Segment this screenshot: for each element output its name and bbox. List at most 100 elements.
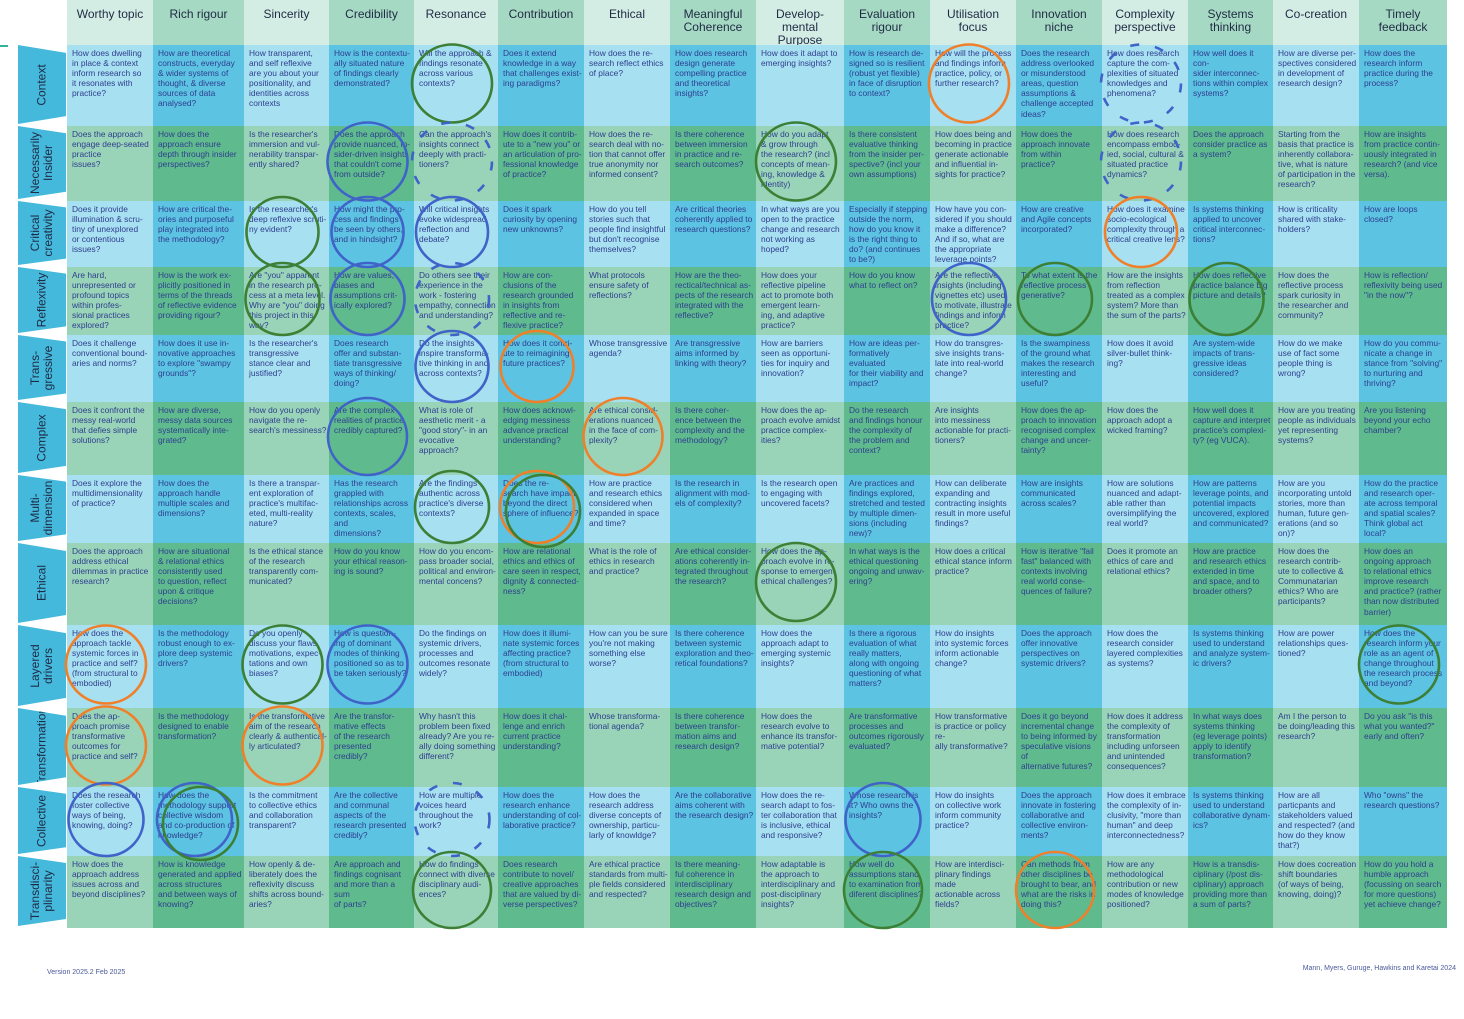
criteria-question: Does the approach address ethical dilemm… — [72, 546, 149, 587]
criteria-question: Is the researcher's deep reflexive scrut… — [249, 204, 327, 235]
criteria-question: How are insights communicated across sca… — [1021, 478, 1083, 509]
criteria-cell-trans-gressive-complexity-perspective: How does it avoid silver-bullet think- i… — [1102, 335, 1188, 402]
criteria-question: How is a transdis- ciplinary (/post dis-… — [1193, 859, 1268, 910]
criteria-question: Does research offer and substan- tiate t… — [334, 338, 402, 389]
criteria-question: Will the approach & findings resonate ac… — [419, 48, 492, 89]
criteria-question: Are hard, unrepresented or profound topi… — [72, 270, 136, 331]
criteria-question: Is there coherence between immersion in … — [675, 129, 748, 170]
criteria-cell-reflexivity-complexity-perspective: How are the insights from reflection tre… — [1102, 267, 1188, 335]
criteria-question: How does it avoid silver-bullet think- i… — [1107, 338, 1174, 369]
criteria-question: Does it explore the multidimensionality … — [72, 478, 143, 509]
criteria-question: Are the transfor- mative effects of the … — [334, 711, 395, 762]
criteria-cell-trans-gressive-timely-feedback: How do you commu- nicate a change in sta… — [1359, 335, 1447, 402]
criteria-question: How do you know what to reflect on? — [849, 270, 918, 291]
column-header-sincerity: Sincerity — [244, 0, 329, 45]
criteria-question: Are critical theories coherently applied… — [675, 204, 753, 235]
criteria-cell-ethical-timely-feedback: How does an ongoing approach to relation… — [1359, 543, 1447, 625]
criteria-question: Is there coher- ence between the complex… — [675, 405, 745, 446]
criteria-question: How is research de- signed so is resilie… — [849, 48, 925, 99]
row-header-label: Critical creativity — [28, 209, 55, 257]
column-header-label: Contribution — [508, 7, 574, 21]
criteria-question: Who "owns" the research questions? — [1364, 790, 1440, 811]
criteria-question: Is there meaning- ful coherence in inter… — [675, 859, 751, 910]
row-header-label: Necessarily Insider — [28, 131, 55, 194]
row-header-label: Layered drivers — [28, 643, 55, 688]
row-header-complex: Complex — [18, 402, 66, 473]
criteria-cell-transformation-credibility: Are the transfor- mative effects of the … — [329, 708, 414, 787]
criteria-cell-critical-creativity-timely-feedback: How are loops closed? — [1359, 201, 1447, 267]
criteria-question: How do you encom- pass broader social, p… — [419, 546, 496, 587]
criteria-cell-trans-gressive-develop-mental-purpose: How are barriers seen as opportuni- ties… — [756, 335, 844, 402]
criteria-cell-layered-drivers-timely-feedback: How does the research inform your role a… — [1359, 625, 1447, 708]
criteria-question: How does the research consider layered c… — [1107, 628, 1183, 669]
criteria-question: How does it address the complexity of tr… — [1107, 711, 1183, 772]
criteria-question: How are patterns leverage points, and po… — [1193, 478, 1269, 529]
criteria-cell-multi-dimension-worthy-topic: Does it explore the multidimensionality … — [67, 475, 153, 543]
column-header-label: Rich rigour — [169, 7, 228, 21]
criteria-cell-complex-credibility: Are the complex realities of practice cr… — [329, 402, 414, 475]
row-header-reflexivity: Reflexivity — [18, 267, 66, 333]
criteria-cell-multi-dimension-ethical: How are practice and research ethics con… — [584, 475, 670, 543]
criteria-cell-ethical-utilisation-focus: How does a critical ethical stance infor… — [930, 543, 1016, 625]
criteria-cell-necessarily-insider-co-creation: Starting from the basis that practice is… — [1273, 126, 1359, 201]
criteria-question: Are transgressive aims informed by linki… — [675, 338, 747, 369]
criteria-question: Does it promote an ethics of care and re… — [1107, 546, 1178, 577]
criteria-question: How are creative and Agile concepts inco… — [1021, 204, 1092, 235]
criteria-cell-trans-gressive-co-creation: How do we make use of fact some people t… — [1273, 335, 1359, 402]
criteria-question: How are relational ethics and ethics of … — [503, 546, 581, 597]
criteria-cell-collective-contribution: How does the research enhance understand… — [498, 787, 584, 856]
criteria-cell-context-meaningful-coherence: How does research design generate compel… — [670, 45, 756, 126]
row-header-label: Reflexivity — [34, 272, 49, 328]
criteria-question: Is systems thinking used to understand c… — [1193, 790, 1271, 831]
criteria-cell-collective-timely-feedback: Who "owns" the research questions? — [1359, 787, 1447, 856]
criteria-question: How do transgres- sive insights trans- l… — [935, 338, 1005, 379]
criteria-cell-reflexivity-resonance: Do others see their experience in the wo… — [414, 267, 498, 335]
criteria-question: Is the ethical stance of the research tr… — [249, 546, 324, 587]
criteria-cell-context-innovation-niche: Does the research address overlooked or … — [1016, 45, 1102, 126]
criteria-question: Can the approach's insights connect deep… — [419, 129, 492, 170]
criteria-cell-complex-systems-thinking: How well does it capture and interpret p… — [1188, 402, 1273, 475]
criteria-question: How does the re- search adapt to fos- te… — [761, 790, 837, 841]
criteria-question: How does your reflective pipeline act to… — [761, 270, 834, 331]
criteria-question: How do we make use of fact some people t… — [1278, 338, 1343, 379]
criteria-cell-layered-drivers-co-creation: How are power relationships ques- tioned… — [1273, 625, 1359, 708]
criteria-question: How can deliberate expanding and contrac… — [935, 478, 1011, 529]
criteria-question: How does it use in- novative approaches … — [158, 338, 236, 379]
criteria-question: Is systems thinking used to understand a… — [1193, 628, 1270, 669]
criteria-cell-necessarily-insider-credibility: Does the approach provide nuanced, in- s… — [329, 126, 414, 201]
criteria-question: Does the approach offer innovative persp… — [1021, 628, 1092, 669]
criteria-cell-ethical-co-creation: How does the research contrib- ute to co… — [1273, 543, 1359, 625]
criteria-question: How does the ap- proach evolve amidst pr… — [761, 405, 841, 446]
criteria-cell-reflexivity-timely-feedback: How is reflection/ reflexivity being use… — [1359, 267, 1447, 335]
criteria-question: How does acknowl- edging messiness advan… — [503, 405, 576, 446]
criteria-question: How can you be sure you're not making so… — [589, 628, 668, 669]
criteria-cell-complex-timely-feedback: Are you listening beyond your echo chamb… — [1359, 402, 1447, 475]
criteria-question: Are ethical consider- ations coherently … — [675, 546, 752, 587]
criteria-cell-trans-gressive-credibility: Does research offer and substan- tiate t… — [329, 335, 414, 402]
criteria-question: How does it contrib- ute to a "new you" … — [503, 129, 582, 180]
criteria-cell-transdisci-plinarity-rich-rigour: How is knowledge generated and applied a… — [153, 856, 244, 928]
criteria-question: How does the re- search reflect ethics o… — [589, 48, 664, 79]
criteria-cell-reflexivity-meaningful-coherence: How are the theo- rectical/technical as-… — [670, 267, 756, 335]
column-header-complexity-perspective: Complexity perspective — [1102, 0, 1188, 45]
criteria-question: Whose transgressive agenda? — [589, 338, 668, 359]
row-header-transformation: Transformation — [18, 708, 66, 785]
criteria-question: How are the insights from reflection tre… — [1107, 270, 1186, 321]
criteria-question: How do you openly navigate the re- searc… — [249, 405, 327, 436]
criteria-cell-transformation-evaluation-rigour: Are transformative processes and outcome… — [844, 708, 930, 787]
version-label: Version 2025.2 Feb 2025 — [47, 969, 126, 976]
criteria-cell-ethical-rich-rigour: How are situational & relational ethics … — [153, 543, 244, 625]
criteria-cell-trans-gressive-meaningful-coherence: Are transgressive aims informed by linki… — [670, 335, 756, 402]
criteria-cell-critical-creativity-rich-rigour: How are critical the- ories and purposef… — [153, 201, 244, 267]
criteria-question: How does cocreation shift boundaries (of… — [1278, 859, 1357, 900]
column-header-label: Develop- mental Purpose — [775, 7, 825, 47]
criteria-question: How transformative is practice or policy… — [935, 711, 1008, 752]
criteria-cell-reflexivity-contribution: How are con- clusions of the research gr… — [498, 267, 584, 335]
criteria-question: Does the re- search have impact beyond t… — [503, 478, 579, 519]
criteria-question: How is the work ex- plicitly positioned … — [158, 270, 237, 321]
criteria-question: Do the insights inspire transforma- tive… — [419, 338, 489, 379]
criteria-cell-reflexivity-worthy-topic: Are hard, unrepresented or profound topi… — [67, 267, 153, 335]
criteria-cell-necessarily-insider-rich-rigour: How does the approach ensure depth throu… — [153, 126, 244, 201]
criteria-cell-collective-worthy-topic: Does the research foster collective ways… — [67, 787, 153, 856]
criteria-cell-reflexivity-sincerity: Are "you" apparent in the research pro- … — [244, 267, 329, 335]
